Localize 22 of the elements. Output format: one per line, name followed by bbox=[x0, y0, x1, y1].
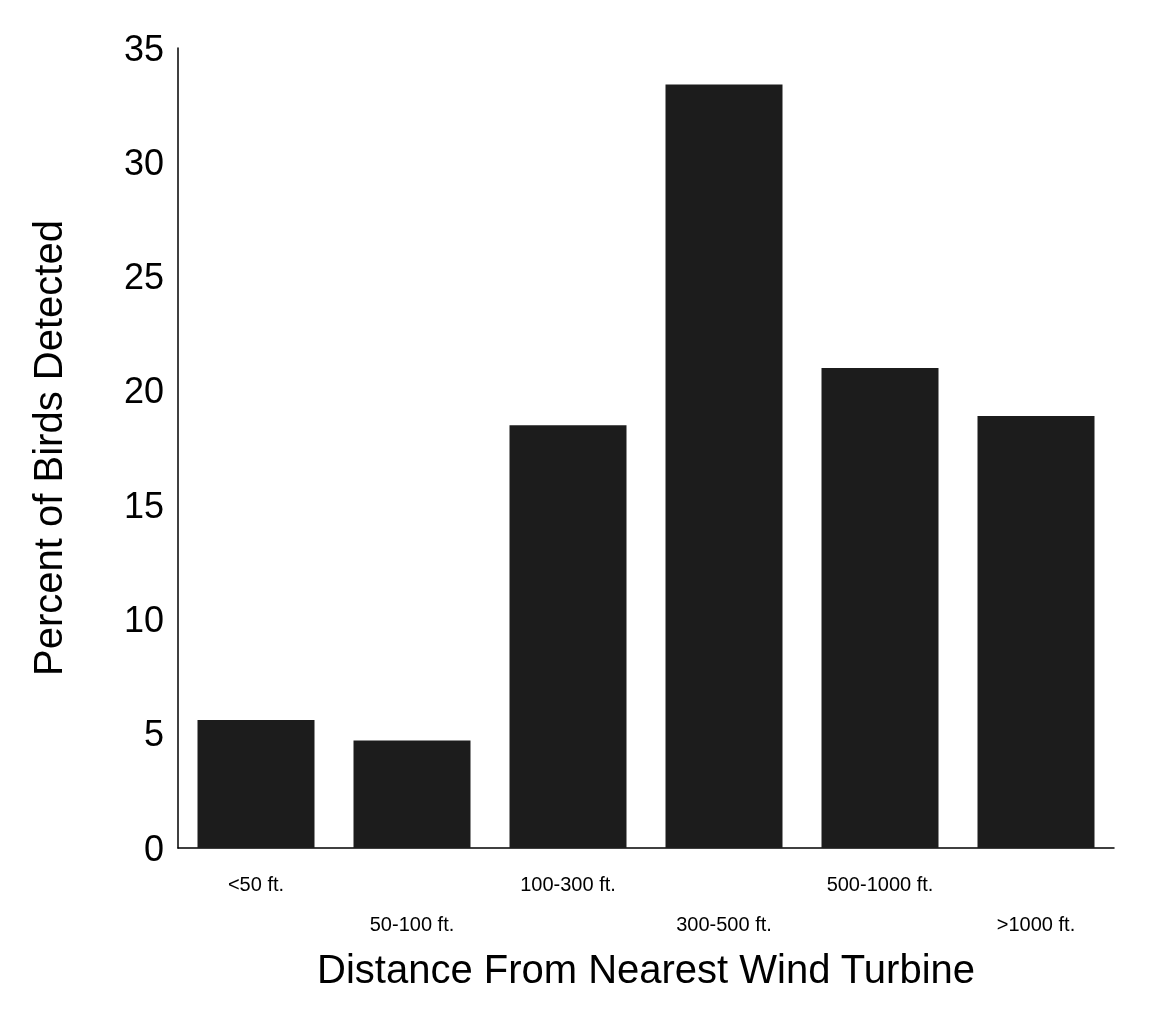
bar bbox=[509, 425, 627, 848]
y-tick-label: 20 bbox=[123, 370, 164, 412]
y-tick-label: 0 bbox=[143, 827, 164, 869]
x-tick-label: 300-500 ft. bbox=[676, 913, 772, 935]
y-tick-label: 5 bbox=[143, 713, 164, 755]
x-axis-title: Distance From Nearest Wind Turbine bbox=[316, 946, 976, 991]
bar bbox=[821, 368, 939, 848]
bar bbox=[665, 84, 783, 848]
x-tick-label: 500-1000 ft. bbox=[826, 873, 934, 895]
y-tick-label: 35 bbox=[123, 27, 164, 69]
y-tick-label: 10 bbox=[123, 598, 164, 640]
bar bbox=[977, 416, 1095, 848]
x-tick-label: >1000 ft. bbox=[996, 913, 1076, 935]
bar bbox=[197, 720, 315, 848]
y-tick-label: 30 bbox=[123, 141, 164, 183]
bar bbox=[353, 740, 471, 848]
x-tick-label: 50-100 ft. bbox=[369, 913, 455, 935]
y-tick-label: 15 bbox=[123, 484, 164, 526]
y-axis-title: Percent of Birds Detected bbox=[26, 220, 70, 676]
y-tick-label: 25 bbox=[123, 256, 164, 298]
x-tick-label: <50 ft. bbox=[227, 873, 285, 895]
x-tick-label: 100-300 ft. bbox=[520, 873, 616, 895]
